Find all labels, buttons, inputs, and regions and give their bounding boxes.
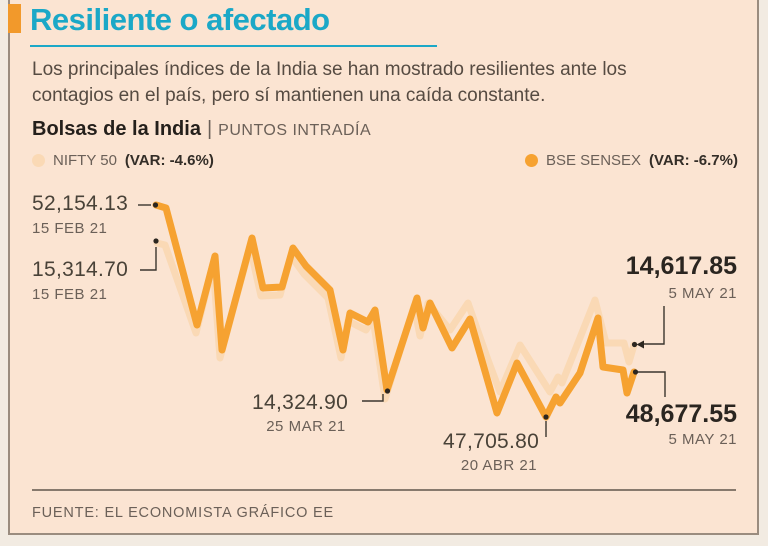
annotation-nifty-min-value: 14,324.90 xyxy=(252,391,349,414)
infographic-card xyxy=(8,0,759,535)
annotation-nifty-end-value: 14,617.85 xyxy=(625,252,737,280)
source-text: FUENTE: EL ECONOMISTA GRÁFICO EE xyxy=(32,505,334,521)
legend-sensex-label: BSE SENSEX xyxy=(546,152,642,169)
annotation-nifty-start-value: 15,314.70 xyxy=(32,258,129,281)
legend-nifty-label: NIFTY 50 xyxy=(53,152,117,169)
arrowhead-left-icon xyxy=(636,340,644,349)
annotation-nifty-start-date: 15 FEB 21 xyxy=(32,286,108,303)
legend-nifty-var: (VAR: -4.6%) xyxy=(124,152,214,169)
page-title: Resiliente o afectado xyxy=(30,2,330,37)
sensex-dot-icon xyxy=(525,154,538,167)
legend-sensex-var: (VAR: -6.7%) xyxy=(649,152,738,169)
annotation-nifty-min-date: 25 MAR 21 xyxy=(266,418,346,435)
accent-square xyxy=(8,4,21,33)
annotation-nifty-end-date: 5 MAY 21 xyxy=(668,285,737,302)
source-divider xyxy=(32,489,736,491)
annotation-sensex-min-date: 20 ABR 21 xyxy=(460,457,538,474)
title-underline xyxy=(30,45,437,47)
legend-sensex: BSE SENSEX (VAR: -6.7%) xyxy=(525,152,738,169)
annotation-sensex-start-date: 15 FEB 21 xyxy=(32,220,108,237)
nifty-dot-icon xyxy=(32,154,45,167)
annotation-sensex-end-value: 48,677.55 xyxy=(625,400,737,428)
annotation-sensex-end-date: 5 MAY 21 xyxy=(668,431,737,448)
series-line-bse-sensex xyxy=(152,201,638,421)
annotation-sensex-min-value: 47,705.80 xyxy=(443,430,540,453)
callout-leader-lines xyxy=(138,204,666,437)
chart-title: Bolsas de la India xyxy=(32,118,201,140)
chart-description: Los principales índices de la India se h… xyxy=(32,59,627,107)
chart-title-separator: | xyxy=(206,118,213,140)
chart-subtitle: PUNTOS INTRADÍA xyxy=(218,122,372,139)
chart-header: Bolsas de la India | PUNTOS INTRADÍA xyxy=(32,118,371,141)
annotation-sensex-start-value: 52,154.13 xyxy=(32,192,129,215)
callout-anchor-dots xyxy=(152,202,644,420)
legend-nifty: NIFTY 50 (VAR: -4.6%) xyxy=(32,152,214,169)
